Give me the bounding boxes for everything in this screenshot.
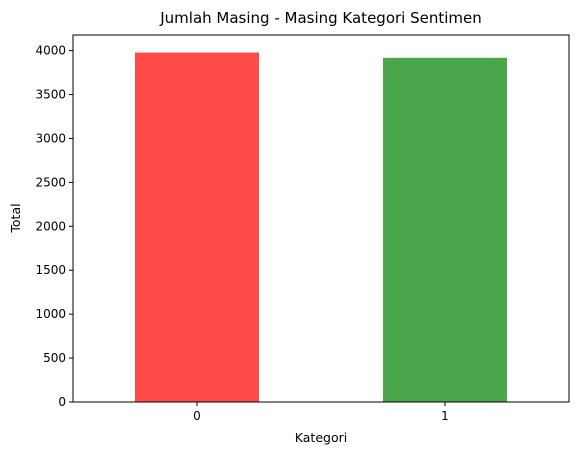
y-tick-label-3500: 3500 (35, 88, 66, 102)
plot-frame (72, 34, 570, 403)
y-tick-label-2500: 2500 (35, 175, 66, 189)
y-tick-label-4000: 4000 (35, 44, 66, 58)
y-axis: 0 500 1000 1500 2000 2500 3000 3500 4000 (35, 44, 73, 409)
bar-0 (135, 52, 259, 402)
chart-title: Jumlah Masing - Masing Kategori Sentimen (159, 9, 482, 27)
x-tick-label-0: 0 (193, 409, 201, 423)
x-tick-label-1: 1 (441, 409, 449, 423)
bars-group (135, 52, 507, 403)
y-axis-label: Total (8, 203, 23, 233)
y-tick-label-2000: 2000 (35, 219, 66, 233)
y-tick-label-500: 500 (43, 351, 66, 365)
bar-1 (383, 57, 507, 403)
y-tick-label-1000: 1000 (35, 307, 66, 321)
y-tick-label-1500: 1500 (35, 263, 66, 277)
x-axis-label: Kategori (295, 430, 347, 445)
y-tick-label-0: 0 (58, 395, 66, 409)
y-tick-label-3000: 3000 (35, 131, 66, 145)
